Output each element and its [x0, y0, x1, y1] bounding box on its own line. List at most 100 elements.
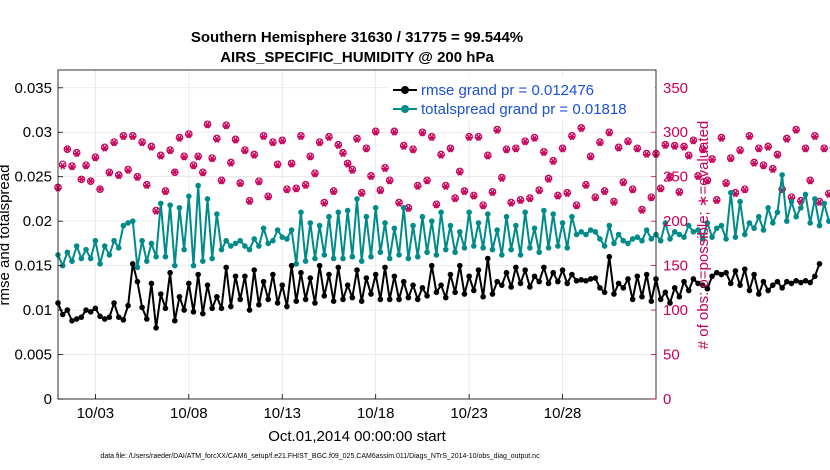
- obs-possible-point: [764, 142, 772, 151]
- obs-evaluated-stroke: [564, 190, 570, 198]
- rmse-point: [503, 269, 510, 276]
- rmse-point: [606, 253, 613, 260]
- obs-evaluated-point: [488, 189, 497, 197]
- obs-evaluated-stroke: [592, 194, 598, 202]
- obs-possible-point: [334, 140, 343, 149]
- totalspread-point: [190, 262, 197, 269]
- obs-evaluated-point: [811, 133, 819, 141]
- totalspread-point: [755, 213, 762, 220]
- y-right-tick-label: 100: [663, 302, 688, 319]
- obs-evaluated-point: [77, 175, 85, 183]
- obs-evaluated-stroke: [401, 143, 407, 150]
- obs-possible-point: [413, 181, 422, 190]
- obs-evaluated-point: [769, 166, 777, 174]
- obs-evaluated-stroke: [536, 187, 542, 195]
- y-right-tick-label: 0: [663, 391, 671, 408]
- obs-evaluated-point: [428, 134, 436, 142]
- obs-evaluated-point: [689, 137, 697, 145]
- obs-evaluated-point: [231, 136, 240, 144]
- obs-evaluated-stroke: [616, 144, 622, 152]
- totalspread-point: [270, 237, 276, 244]
- obs-possible-point: [217, 176, 226, 185]
- totalspread-point: [480, 245, 486, 251]
- obs-possible-point: [311, 169, 319, 177]
- y-right-tick-label: 200: [663, 213, 688, 230]
- rmse-point: [517, 280, 524, 287]
- obs-evaluated-point: [199, 169, 207, 177]
- obs-evaluated-point: [259, 133, 268, 141]
- obs-evaluated-stroke: [307, 153, 313, 161]
- rmse-point: [671, 285, 678, 291]
- obs-evaluated-stroke: [761, 162, 766, 170]
- obs-evaluated-point: [395, 199, 403, 207]
- obs-possible-point: [726, 154, 735, 162]
- obs-evaluated-stroke: [499, 175, 505, 182]
- obs-possible-point: [484, 151, 492, 160]
- rmse-point: [237, 296, 244, 303]
- obs-possible-point: [722, 179, 730, 187]
- rmse-point: [564, 280, 571, 287]
- obs-evaluated-point: [358, 190, 366, 198]
- obs-evaluated-point: [320, 199, 328, 207]
- rmse-point: [125, 302, 131, 309]
- totalspread-point: [153, 253, 159, 260]
- rmse-point: [788, 280, 795, 287]
- obs-evaluated-stroke: [695, 173, 701, 181]
- rmse-point: [157, 291, 164, 297]
- obs-possible-point: [469, 191, 478, 200]
- obs-possible-point: [339, 148, 347, 157]
- totalspread-point: [517, 252, 524, 258]
- totalspread-point: [115, 245, 122, 251]
- obs-possible-point: [801, 144, 810, 153]
- obs-evaluated-stroke: [247, 198, 252, 206]
- rmse-point: [246, 307, 253, 313]
- rmse-point: [812, 273, 818, 280]
- totalspread-point: [134, 264, 141, 271]
- obs-possible-point: [526, 194, 534, 202]
- obs-evaluated-stroke: [770, 166, 776, 174]
- obs-evaluated-stroke: [209, 155, 215, 163]
- obs-possible-point: [498, 173, 506, 182]
- rmse-point: [344, 282, 351, 288]
- obs-possible-point: [586, 152, 595, 161]
- obs-possible-point: [241, 146, 249, 154]
- obs-evaluated-point: [194, 153, 202, 161]
- totalspread-point: [681, 234, 687, 240]
- obs-possible-point: [661, 140, 670, 149]
- obs-evaluated-point: [386, 177, 394, 185]
- obs-evaluated-point: [619, 179, 627, 187]
- rmse-point: [522, 267, 528, 273]
- obs-evaluated-stroke: [681, 143, 687, 151]
- y-axis-label-right: # of obs: o=possible; ∗=evaluated: [695, 121, 712, 350]
- totalspread-point: [428, 218, 435, 224]
- obs-evaluated-stroke: [658, 185, 664, 193]
- obs-possible-point: [512, 144, 520, 153]
- obs-evaluated-stroke: [462, 188, 467, 196]
- obs-evaluated-stroke: [765, 143, 771, 151]
- obs-evaluated-stroke: [747, 133, 752, 141]
- totalspread-point: [798, 205, 804, 211]
- obs-possible-point: [161, 187, 170, 195]
- rmse-point: [704, 285, 711, 292]
- rmse-point: [555, 278, 561, 285]
- obs-possible-point: [582, 180, 590, 189]
- totalspread-point: [793, 213, 799, 220]
- obs-possible-point: [680, 142, 688, 151]
- totalspread-point: [391, 225, 398, 232]
- rmse-point: [302, 296, 309, 303]
- totalspread-point: [438, 209, 444, 216]
- totalspread-point: [587, 227, 594, 233]
- obs-evaluated-stroke: [270, 139, 276, 147]
- obs-evaluated-stroke: [597, 139, 603, 147]
- totalspread-point: [358, 258, 365, 264]
- obs-possible-point: [301, 180, 310, 189]
- obs-evaluated-stroke: [438, 151, 444, 159]
- obs-evaluated-point: [82, 162, 90, 170]
- obs-evaluated-point: [806, 177, 814, 185]
- obs-evaluated-point: [73, 150, 81, 158]
- totalspread-point: [237, 237, 244, 244]
- rmse-point: [279, 282, 286, 288]
- totalspread-point: [737, 198, 743, 205]
- rmse-point: [307, 275, 314, 281]
- totalspread-point: [363, 213, 370, 220]
